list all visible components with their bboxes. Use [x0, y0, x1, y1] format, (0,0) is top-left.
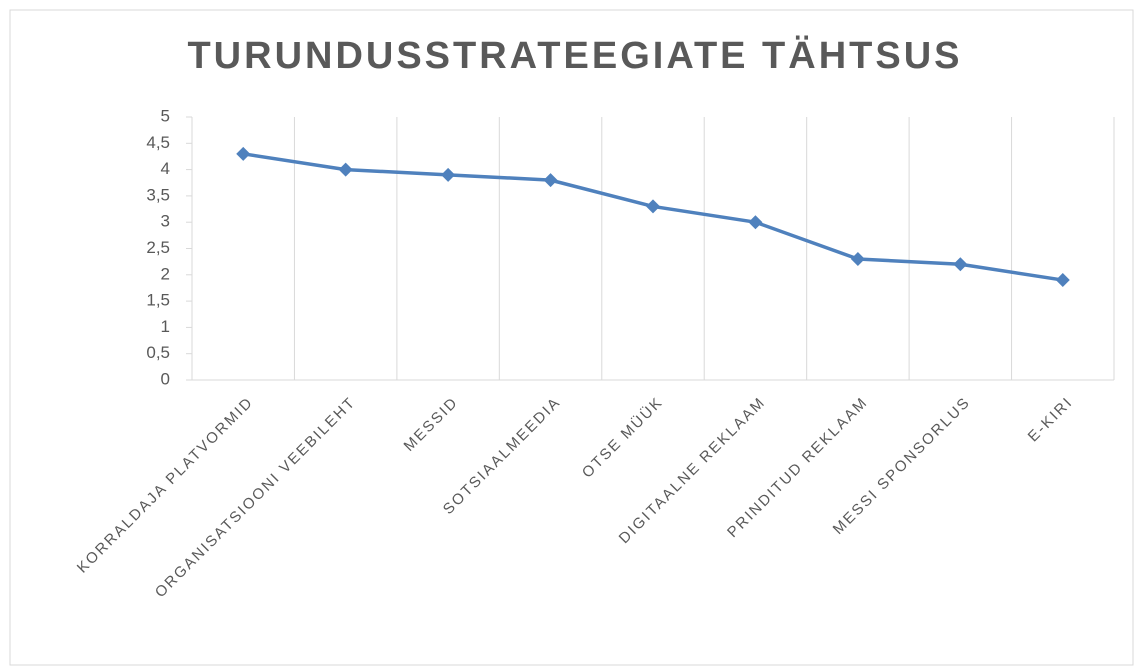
- y-tick-label: 2,5: [146, 238, 170, 257]
- y-tick-label: 0,5: [146, 343, 170, 362]
- chart-title: TURUNDUSSTRATEEGIATE TÄHTSUS: [187, 34, 962, 77]
- marker: [236, 146, 251, 161]
- y-tick-label: 5: [161, 106, 170, 125]
- marker: [646, 199, 660, 214]
- marker: [1055, 273, 1070, 288]
- marker: [953, 257, 968, 272]
- y-tick-label: 1,5: [146, 291, 170, 310]
- marker: [338, 162, 353, 177]
- y-tick-label: 0: [161, 369, 170, 388]
- marker: [850, 252, 865, 267]
- y-tick-label: 3: [161, 212, 170, 231]
- marker: [543, 173, 558, 188]
- marker: [748, 215, 763, 230]
- y-tick-label: 4: [161, 159, 170, 178]
- y-tick-label: 2: [161, 264, 170, 283]
- y-tick-label: 3,5: [146, 185, 170, 204]
- chart-border: [9, 9, 1134, 666]
- marker: [441, 167, 456, 182]
- y-tick-label: 1: [161, 317, 170, 336]
- y-tick-label: 4,5: [146, 133, 170, 152]
